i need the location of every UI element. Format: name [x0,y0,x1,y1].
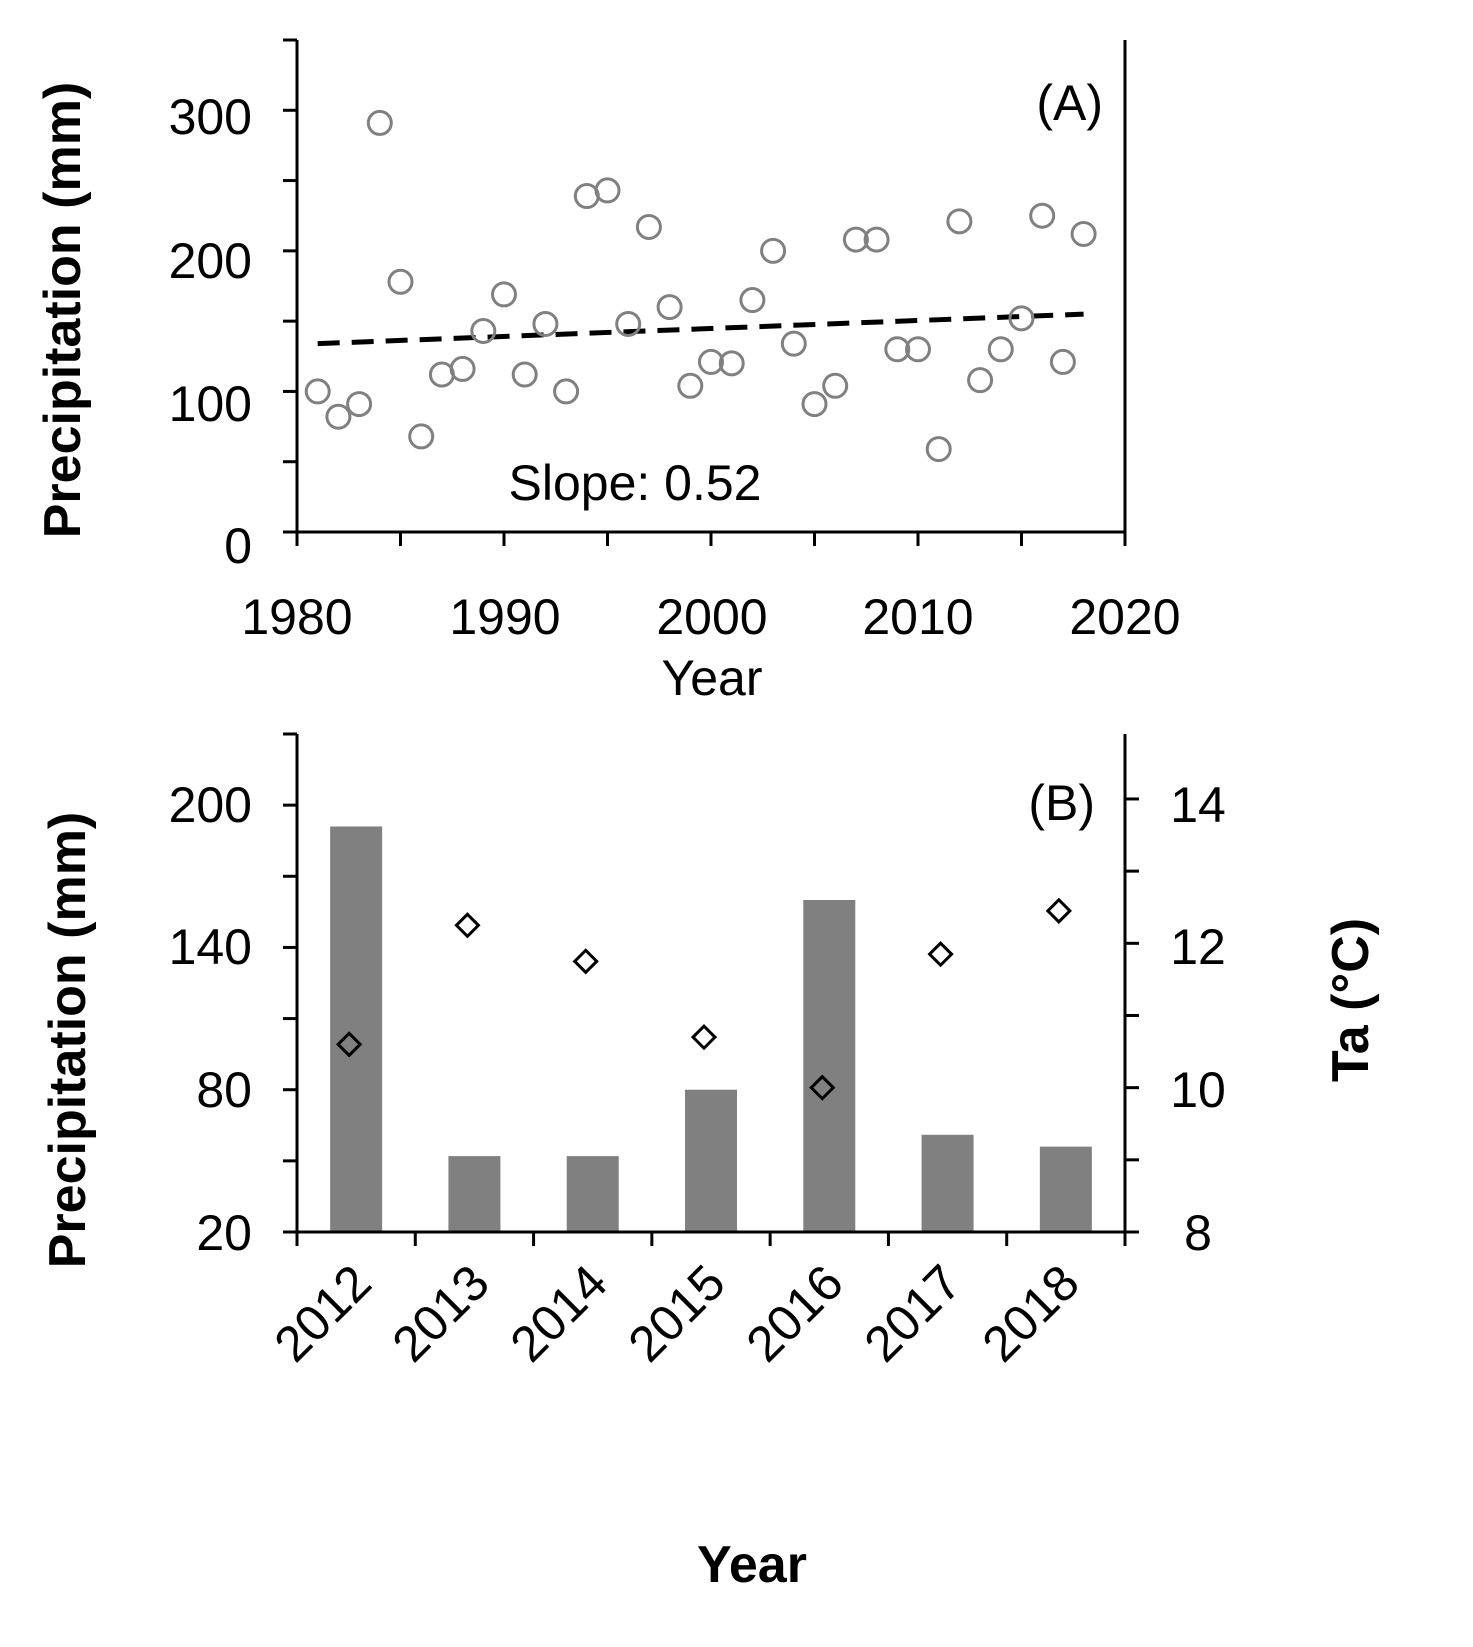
a-data-point [366,109,393,136]
a-data-point [304,378,331,405]
a-data-point [635,213,662,240]
a-xtick-label: 2000 [656,589,767,645]
b-temperature-point [1045,897,1072,924]
b-temperature-point [454,912,481,939]
b-xtick-label: 2018 [972,1254,1090,1372]
b-bar [330,826,383,1232]
b-bar [448,1156,501,1232]
a-trend-line [317,311,1084,347]
panel-b-x-tick-labels: 2012 2013 2014 2015 2016 2017 2018 [264,1254,1090,1372]
a-data-point [677,372,704,399]
b-ytick-label: 20 [196,1205,252,1261]
b-xtick-label: 2013 [382,1254,500,1372]
b-bar [921,1134,974,1232]
b-bar [685,1089,737,1232]
b-y2tick-label: 10 [1170,1062,1226,1118]
a-data-point [842,226,869,253]
a-xtick-label: 2010 [862,589,973,645]
b-temperature-point [809,1074,836,1101]
a-data-point [780,330,807,357]
a-data-point [1070,220,1097,247]
panel-b-bars [330,826,1092,1232]
panel-a-points [304,109,1097,463]
a-data-point [511,361,538,388]
panel-a-ticks [283,38,1127,546]
b-bar [803,900,856,1232]
b-xtick-label: 2015 [618,1254,736,1372]
a-data-point [470,317,497,344]
b-temperature-point [336,1031,363,1058]
panel-a-x-tick-labels: 1980 1990 2000 2010 2020 [241,589,1180,645]
a-data-point [884,336,911,363]
panel-b: 20 80 140 200 8 10 12 14 2012 2013 2014 … [39,732,1380,1594]
panel-b-ticks [283,732,1139,1246]
a-data-point [346,391,373,418]
b-temperature-point [572,948,599,975]
panel-a-trend-line [317,311,1084,347]
b-xtick-label: 2016 [736,1254,854,1372]
b-temperature-point [927,941,954,968]
b-y2-axis-title: Ta (°C) [1322,918,1380,1082]
a-data-point [698,348,724,375]
a-slope-annotation: Slope: 0.52 [509,455,762,511]
a-data-point [718,350,745,377]
a-data-point [325,403,352,430]
b-xtick-label: 2017 [854,1254,972,1372]
a-data-point [532,310,559,337]
a-ytick-label: 300 [169,89,252,145]
a-panel-label: (A) [1036,75,1103,131]
b-y2tick-label: 8 [1184,1205,1212,1261]
b-panel-label: (B) [1028,775,1095,831]
b-y-axis-title: Precipitation (mm) [39,812,97,1269]
panel-b-diamonds [336,897,1072,1101]
a-data-point [760,237,787,264]
b-ytick-label: 80 [196,1062,252,1118]
b-bar [1039,1146,1092,1232]
a-data-point [1008,305,1035,332]
b-y2tick-label: 12 [1170,919,1226,975]
a-ytick-label: 100 [169,376,252,432]
a-data-point [408,423,435,450]
panel-a: 0 100 200 300 1980 1990 2000 2010 2020 Y… [34,38,1181,706]
b-xtick-label: 2014 [500,1254,618,1372]
b-temperature-point [690,1024,718,1051]
b-ytick-label: 140 [169,919,252,975]
b-xtick-label: 2012 [264,1254,382,1372]
a-data-point [491,281,517,308]
b-bar [566,1156,619,1232]
a-ytick-label: 0 [224,518,252,574]
a-data-point [656,294,683,321]
a-x-axis-title: Year [661,650,762,706]
a-data-point [1029,202,1056,229]
a-data-point [449,355,476,382]
a-xtick-label: 1980 [241,589,352,645]
panel-a-y-tick-labels: 0 100 200 300 [169,89,252,574]
b-x-axis-title: Year [697,1536,807,1594]
b-ytick-label: 200 [169,777,252,833]
a-data-point [553,378,580,405]
a-data-point [822,372,849,399]
a-ytick-label: 200 [169,233,252,289]
a-data-point [905,336,931,363]
a-data-point [739,287,766,314]
a-data-point [967,367,994,394]
a-data-point [801,391,828,418]
a-xtick-label: 2020 [1069,589,1180,645]
a-data-point [925,436,952,463]
b-y2tick-label: 14 [1170,777,1226,833]
panel-b-y-tick-labels: 20 80 140 200 [169,777,252,1261]
a-data-point [594,177,621,204]
panel-b-y2-tick-labels: 8 10 12 14 [1170,777,1226,1261]
a-data-point [946,208,973,235]
a-data-point [987,336,1014,363]
a-xtick-label: 1990 [449,589,560,645]
a-y-axis-title: Precipitation (mm) [34,82,92,539]
a-data-point [863,226,890,253]
a-data-point [615,310,642,337]
a-data-point [387,268,414,295]
a-data-point [1049,348,1076,375]
